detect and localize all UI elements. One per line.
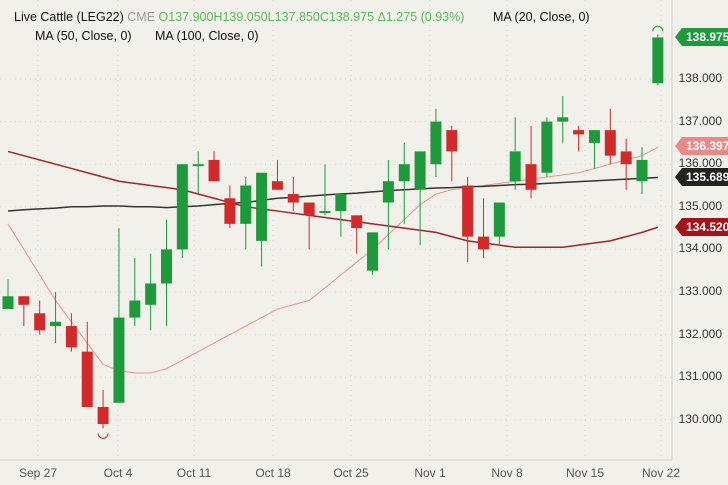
y-tick-label: 135.000 <box>678 198 722 213</box>
chart-legend-line1: Live Cattle (LEG22) CME O137.900H139.050… <box>14 10 464 24</box>
x-tick-label: Sep 27 <box>18 466 58 480</box>
gridlines <box>0 0 672 460</box>
x-tick-label: Oct 18 <box>255 466 291 480</box>
ma20-badge: 136.397 <box>674 137 728 155</box>
ma100-badge: 135.689 <box>674 168 728 186</box>
high-value: H139.050 <box>213 10 268 24</box>
y-tick-label: 134.000 <box>678 241 722 256</box>
y-tick-label: 137.000 <box>678 113 722 128</box>
y-tick-label: 133.000 <box>678 284 722 298</box>
x-tick-label: Nov 8 <box>491 466 523 480</box>
open-value: O137.900 <box>158 10 214 24</box>
moving-average-lines <box>7 146 659 374</box>
x-tick-label: Nov 15 <box>565 466 605 480</box>
y-tick-label: 138.000 <box>678 71 722 85</box>
last-price-badge: 138.975 <box>674 28 728 46</box>
y-tick-label: 130.000 <box>678 411 722 426</box>
y-tick-label: 131.000 <box>678 369 722 384</box>
ma20-legend[interactable]: MA (20, Close, 0) <box>493 10 590 24</box>
ma50-legend[interactable]: MA (50, Close, 0) <box>35 29 132 43</box>
exchange-label: CME <box>127 10 156 24</box>
change-value: Δ1.275 (0.93%) <box>377 10 465 24</box>
x-tick-label: Oct 4 <box>103 466 133 480</box>
x-tick-label: Nov 1 <box>414 466 446 480</box>
y-tick-label: 132.000 <box>678 326 722 341</box>
ma100-legend[interactable]: MA (100, Close, 0) <box>155 29 259 43</box>
y-tick-label: 136.000 <box>678 156 722 171</box>
x-tick-label: Oct 11 <box>176 466 212 480</box>
instrument-name: Live Cattle (LEG22) <box>14 10 124 24</box>
close-value: C138.975 <box>319 10 375 24</box>
candles <box>2 34 664 429</box>
low-value: L137.850 <box>267 10 320 24</box>
x-tick-label: Oct 25 <box>333 466 369 480</box>
ma50-badge: 134.520 <box>674 218 728 236</box>
x-tick-label: Nov 22 <box>641 466 681 480</box>
high-low-markers <box>97 25 664 439</box>
